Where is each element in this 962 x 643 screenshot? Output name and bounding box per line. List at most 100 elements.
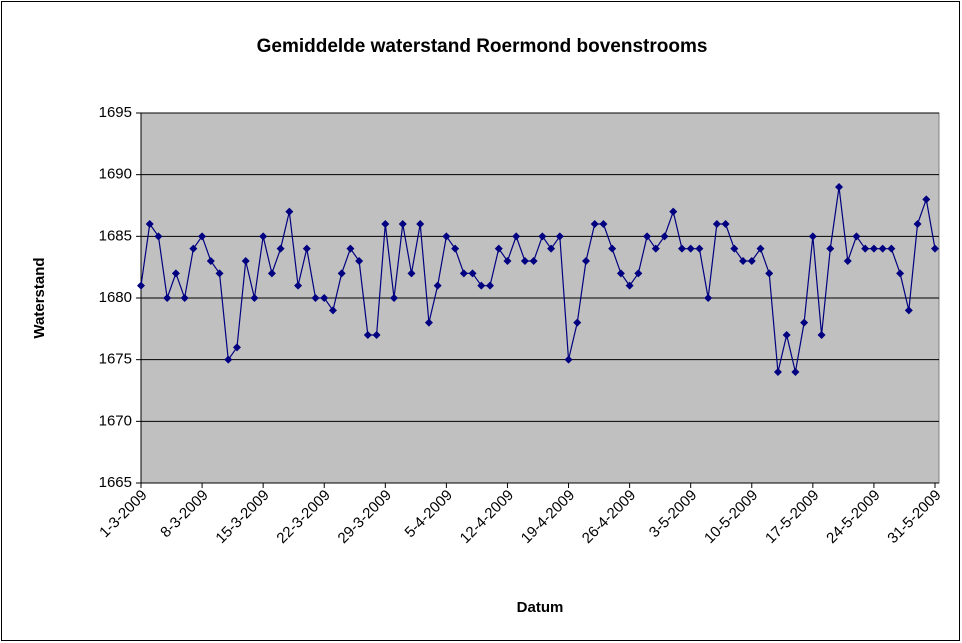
data-point	[739, 257, 748, 265]
data-point	[224, 355, 233, 364]
data-point	[651, 244, 660, 253]
data-point	[765, 269, 774, 278]
data-point	[416, 220, 425, 228]
x-axis-label: Datum	[517, 599, 564, 616]
data-point	[573, 318, 582, 327]
data-point	[931, 244, 939, 253]
data-point	[285, 207, 294, 216]
data-point	[250, 294, 259, 302]
data-point	[922, 195, 931, 204]
data-point	[704, 294, 713, 302]
data-point	[852, 232, 861, 241]
data-point	[442, 232, 451, 241]
data-point	[913, 220, 922, 228]
data-point	[721, 220, 730, 228]
data-point	[677, 244, 686, 253]
data-point	[189, 244, 198, 253]
data-point	[625, 281, 634, 290]
data-point	[468, 269, 477, 278]
y-tick-label: 1695	[99, 104, 132, 121]
data-point	[512, 232, 521, 241]
data-point	[486, 281, 495, 290]
y-tick-label: 1670	[99, 412, 132, 429]
data-point	[451, 244, 460, 253]
data-point	[730, 244, 739, 253]
data-point	[800, 318, 809, 327]
data-point	[363, 331, 372, 339]
data-point	[206, 257, 215, 265]
data-point	[808, 232, 817, 241]
y-tick-label: 1685	[99, 227, 132, 244]
data-point	[782, 331, 791, 339]
data-point	[337, 269, 346, 278]
data-point	[241, 257, 250, 265]
data-point	[555, 232, 564, 241]
data-point	[599, 220, 608, 228]
data-point	[180, 294, 189, 302]
data-point	[424, 318, 433, 327]
data-line	[140, 186, 936, 373]
data-point	[712, 220, 721, 228]
data-point	[267, 269, 276, 278]
y-axis-label: Waterstand	[31, 257, 48, 338]
data-point	[564, 355, 573, 364]
data-point	[346, 244, 355, 253]
data-point	[747, 257, 756, 265]
data-point	[826, 244, 835, 253]
data-point	[861, 244, 870, 253]
data-point	[538, 232, 547, 241]
data-point	[381, 220, 390, 228]
data-point	[215, 269, 224, 278]
data-point	[320, 294, 329, 302]
data-point	[137, 281, 145, 290]
data-point	[590, 220, 599, 228]
data-point	[835, 183, 844, 191]
data-point	[634, 269, 643, 278]
data-point	[302, 244, 311, 253]
y-tick-label: 1690	[99, 166, 132, 183]
data-point	[459, 269, 468, 278]
data-point	[695, 244, 704, 253]
data-point	[643, 232, 652, 241]
data-point	[869, 244, 878, 253]
data-point	[887, 244, 896, 253]
data-point	[878, 244, 887, 253]
data-point	[477, 281, 486, 290]
data-point	[686, 244, 695, 253]
data-point	[154, 232, 163, 241]
data-point	[817, 331, 826, 339]
data-point	[520, 257, 529, 265]
data-point	[843, 257, 852, 265]
data-point	[355, 257, 364, 265]
data-point	[232, 343, 241, 352]
data-point	[390, 294, 399, 302]
data-point	[163, 294, 172, 302]
y-tick-label: 1675	[99, 351, 132, 368]
y-tick-label: 1680	[99, 289, 132, 306]
chart-title: Gemiddelde waterstand Roermond bovenstro…	[257, 36, 708, 57]
data-point	[773, 368, 782, 376]
data-point	[547, 244, 556, 253]
data-point	[581, 257, 590, 265]
data-point	[294, 281, 303, 290]
data-point	[328, 306, 337, 315]
data-point	[276, 244, 285, 253]
data-point	[791, 368, 800, 376]
data-point	[608, 244, 617, 253]
data-point	[259, 232, 268, 241]
data-point	[904, 306, 913, 315]
data-point	[660, 232, 669, 241]
data-point	[494, 244, 503, 253]
data-point	[311, 294, 320, 302]
data-point	[433, 281, 442, 290]
data-point	[616, 269, 625, 278]
data-point	[171, 269, 180, 278]
data-point	[372, 331, 381, 339]
data-point	[529, 257, 538, 265]
data-point	[145, 220, 154, 228]
data-point	[398, 220, 407, 228]
data-point	[669, 207, 678, 216]
data-point	[896, 269, 905, 278]
